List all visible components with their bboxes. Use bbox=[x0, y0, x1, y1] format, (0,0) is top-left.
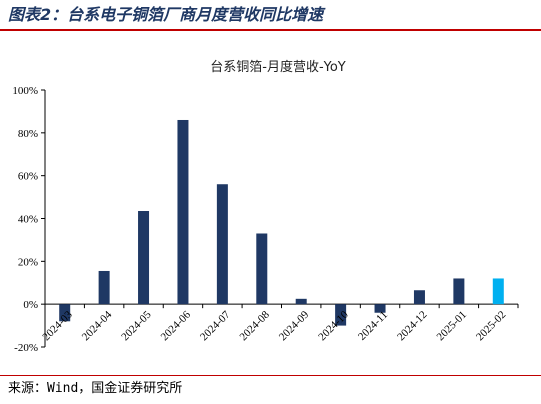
bar bbox=[177, 119, 189, 305]
title-divider bbox=[0, 29, 541, 31]
x-tick-label: 2024-03 bbox=[40, 308, 75, 343]
x-tick-label: 2024-10 bbox=[316, 308, 351, 343]
y-tick-label: 40% bbox=[18, 214, 38, 226]
x-tick-label: 2024-06 bbox=[159, 308, 194, 343]
bar bbox=[492, 278, 504, 305]
bar-chart: 台系铜箔-月度营收-YoY -20% 0% 20% 40% 60% 80% 100% 2024… bbox=[12, 59, 519, 354]
source-note: 来源：Wind，国金证券研究所 bbox=[8, 381, 183, 396]
y-tick-label: 0% bbox=[23, 299, 38, 311]
x-tick-label: 2024-09 bbox=[277, 308, 312, 343]
y-tick-label: 20% bbox=[18, 256, 38, 268]
x-tick-label: 2024-05 bbox=[119, 308, 154, 343]
x-tick-label: 2025-02 bbox=[474, 309, 508, 343]
bar bbox=[453, 278, 465, 305]
chart-title: 台系铜箔-月度营收-YoY bbox=[210, 59, 346, 75]
y-tick-label: 100% bbox=[12, 85, 38, 97]
footer-divider bbox=[0, 375, 541, 376]
bar bbox=[256, 233, 268, 305]
bar bbox=[335, 304, 347, 326]
bar bbox=[59, 304, 71, 322]
bar bbox=[413, 290, 425, 305]
bar bbox=[98, 270, 110, 305]
y-tick-label: -20% bbox=[14, 342, 38, 354]
x-tick-label: 2024-12 bbox=[395, 309, 429, 343]
bar bbox=[216, 184, 228, 305]
figure-title: 图表2：台系电子铜箔厂商月度营收同比增速 bbox=[8, 5, 324, 24]
bar bbox=[374, 304, 386, 313]
bar bbox=[138, 211, 150, 305]
x-tick-label: 2024-08 bbox=[237, 308, 272, 343]
y-tick-label: 80% bbox=[18, 128, 38, 140]
y-tick-label: 60% bbox=[18, 171, 38, 183]
bar bbox=[295, 298, 307, 305]
x-tick-label: 2024-11 bbox=[356, 309, 390, 343]
x-tick-label: 2024-07 bbox=[198, 308, 233, 343]
x-tick-label: 2024-04 bbox=[80, 308, 115, 343]
x-tick-label: 2025-01 bbox=[435, 309, 469, 343]
